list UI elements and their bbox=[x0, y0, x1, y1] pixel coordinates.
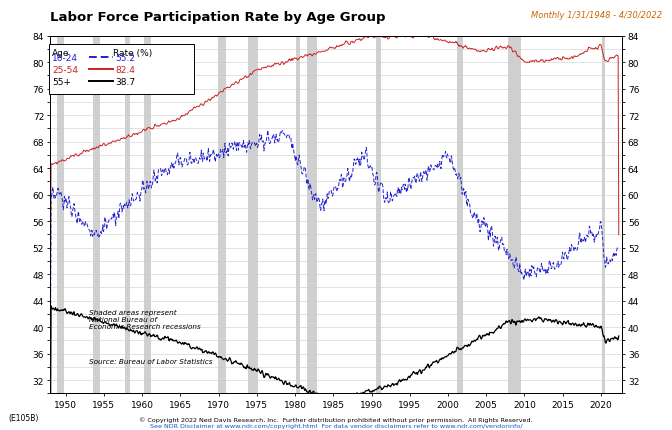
Bar bbox=[376, 37, 381, 393]
Text: 38.7: 38.7 bbox=[115, 78, 135, 86]
Bar bbox=[93, 37, 100, 393]
Text: 55+: 55+ bbox=[52, 78, 71, 86]
Text: Labor Force Participation Rate by Age Group: Labor Force Participation Rate by Age Gr… bbox=[50, 11, 386, 24]
Bar bbox=[457, 37, 462, 393]
Bar bbox=[144, 37, 151, 393]
Text: 55.2: 55.2 bbox=[115, 54, 135, 62]
Text: See NDR Disclaimer at www.ndr.com/copyright.html  For data vendor disclaimers re: See NDR Disclaimer at www.ndr.com/copyri… bbox=[150, 423, 522, 428]
Text: Age: Age bbox=[52, 49, 70, 58]
Bar bbox=[601, 37, 605, 393]
Text: Rate (%): Rate (%) bbox=[113, 49, 152, 58]
Text: Source: Bureau of Labor Statistics: Source: Bureau of Labor Statistics bbox=[89, 358, 213, 364]
Text: 16-24: 16-24 bbox=[52, 54, 79, 62]
Bar bbox=[509, 37, 521, 393]
Text: Shaded areas represent
National Bureau of
Economic Research recessions: Shaded areas represent National Bureau o… bbox=[89, 310, 201, 330]
Bar bbox=[296, 37, 300, 393]
Bar bbox=[218, 37, 226, 393]
Text: © Copyright 2022 Ned Davis Research, Inc.  Further distribution prohibited witho: © Copyright 2022 Ned Davis Research, Inc… bbox=[139, 417, 533, 422]
Bar bbox=[124, 37, 130, 393]
Text: Monthly 1/31/1948 - 4/30/2022: Monthly 1/31/1948 - 4/30/2022 bbox=[531, 11, 662, 20]
Text: 82.4: 82.4 bbox=[115, 66, 135, 74]
Bar bbox=[249, 37, 259, 393]
Bar bbox=[307, 37, 317, 393]
Text: 25-54: 25-54 bbox=[52, 66, 79, 74]
Text: (E105B): (E105B) bbox=[8, 413, 38, 422]
Bar bbox=[57, 37, 64, 393]
